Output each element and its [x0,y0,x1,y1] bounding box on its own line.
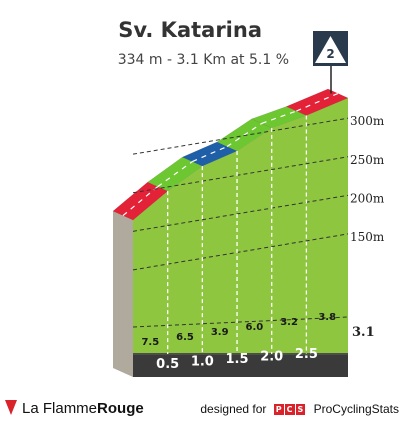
km-label: 0.5 [156,357,179,372]
profile-side-wall [113,211,133,377]
elevation-gridline [132,117,349,155]
category-badge-triangle [315,36,346,63]
gradient-label: 3.9 [211,327,229,338]
km-label: 1.0 [191,355,214,370]
y-tick-label: 200m [350,191,385,205]
gradient-label: 6.5 [176,332,194,343]
y-tick-label: 300m [350,114,385,128]
elevation-gridline [132,156,349,194]
gradient-label: 7.5 [141,337,159,348]
y-tick-label: 150m [350,230,385,244]
ribbon-center-line [226,122,263,148]
ribbon-center-line [122,186,159,217]
la-flamme-rouge-logo[interactable]: La FlammeRouge [5,400,144,417]
ribbon-center-line [192,145,228,163]
profile-base-band [133,354,348,377]
flag-icon [5,400,17,415]
credit-prefix: designed for [200,402,267,416]
elevation-gridline [132,233,349,271]
ribbon-center-line [157,161,193,188]
credit-site: ProCyclingStats [313,402,399,416]
y-tick-label: 250m [350,153,385,167]
profile-base-lip [133,353,348,355]
ribbon-center-line [296,92,339,112]
ribbon-center-line [261,110,297,124]
gradient-label: 6.0 [246,322,264,333]
end-distance-label: 3.1 [352,325,375,340]
profile-front-face [133,97,348,355]
elevation-gridline [132,194,349,232]
gradient-label: 3.2 [280,317,298,328]
climb-stats: 334 m - 3.1 Km at 5.1 % [117,52,289,68]
km-label: 2.0 [260,350,283,365]
km-label: 1.5 [226,352,249,367]
category-badge-number: 2 [326,47,334,61]
elevation-gridline [132,316,349,328]
km-label: 2.5 [295,347,318,362]
gradient-label: 3.8 [318,312,336,323]
climb-title: Sv. Katarina [118,18,262,42]
